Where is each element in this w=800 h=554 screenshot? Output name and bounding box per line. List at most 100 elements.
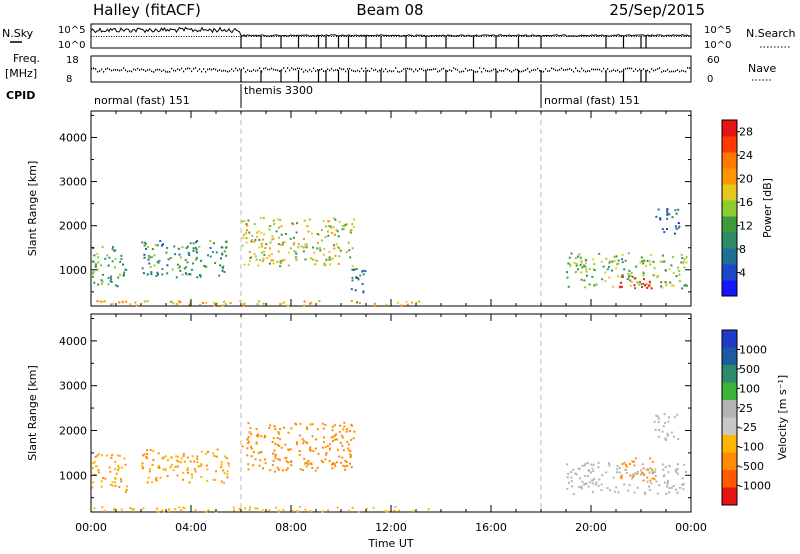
power-pixel (664, 281, 667, 283)
velocity-pixel (103, 509, 106, 512)
velocity-pixel (141, 462, 144, 465)
velocity-pixel (109, 470, 112, 473)
power-pixel (176, 302, 179, 305)
velocity-pixel (164, 455, 167, 458)
title-beam: Beam 08 (356, 1, 423, 19)
velocity-pixel (275, 506, 278, 509)
velocity-pixel (328, 447, 331, 450)
velocity-pixel (601, 474, 604, 477)
velocity-pixel (279, 428, 282, 431)
power-pixel (279, 219, 282, 222)
velocity-pixel (590, 463, 593, 466)
power-pixel (335, 243, 338, 245)
power-pixel (181, 273, 184, 276)
power-pixel (218, 274, 221, 277)
velocity-pixel (349, 456, 352, 458)
power-pixel (199, 303, 202, 306)
velocity-pixel (279, 438, 282, 441)
velocity-pixel (342, 449, 345, 452)
velocity-pixel (164, 469, 167, 472)
power-pixel (316, 242, 319, 244)
power-pixel (659, 218, 662, 221)
power-pixel (312, 246, 314, 249)
power-pixel (186, 245, 189, 248)
power-pixel (567, 285, 570, 288)
power-pixel (361, 283, 364, 285)
velocity-pixel (282, 508, 285, 511)
velocity-pixel (152, 450, 155, 453)
velocity-pixel (298, 450, 301, 452)
power-pixel (262, 238, 265, 241)
power-pixel (659, 217, 661, 220)
velocity-pixel (305, 441, 308, 444)
velocity-pixel (126, 485, 128, 488)
power-pixel (243, 302, 246, 305)
power-pixel (617, 275, 619, 278)
power-pixel (161, 268, 164, 271)
velocity-colorbar-cell (722, 435, 737, 453)
velocity-pixel (634, 472, 637, 475)
velocity-pixel (272, 437, 275, 440)
velocity-pixel (326, 444, 329, 447)
velocity-pixel (587, 485, 590, 488)
power-pixel (609, 259, 612, 262)
power-pixel (633, 284, 636, 287)
velocity-pixel (247, 442, 249, 444)
power-pixel (677, 208, 680, 211)
velocity-pixel (653, 478, 656, 481)
velocity-pixel (124, 463, 127, 466)
velocity-pixel (276, 466, 279, 469)
power-pixel (280, 243, 283, 246)
velocity-pixel (115, 472, 118, 475)
power-colorbar-cell (722, 248, 737, 265)
velocity-pixel (618, 471, 621, 474)
velocity-pixel (175, 459, 178, 462)
velocity-pixel (273, 425, 276, 428)
velocity-pixel (170, 463, 173, 466)
power-pixel (355, 276, 358, 279)
power-pixel (666, 213, 669, 216)
power-pixel (242, 304, 245, 307)
velocity-pixel (653, 420, 656, 423)
power-pixel (314, 263, 317, 266)
velocity-pixel (94, 455, 97, 458)
velocity-pixel (271, 464, 274, 467)
velocity-pixel (146, 449, 149, 452)
velocity-pixel (663, 413, 666, 416)
power-pixel (272, 259, 275, 262)
power-pixel (117, 276, 120, 279)
power-pixel (205, 301, 208, 304)
power-colorbar-cell (722, 200, 737, 217)
power-pixel (293, 242, 296, 245)
velocity-pixel (588, 481, 591, 484)
velocity-pixel (309, 423, 312, 426)
power-pixel (258, 238, 261, 241)
velocity-pixel (633, 491, 636, 494)
velocity-pixel (114, 460, 117, 463)
velocity-pixel (624, 463, 627, 466)
velocity-pixel (158, 464, 161, 467)
power-pixel (195, 248, 198, 251)
power-pixel (335, 229, 338, 231)
power-pixel (666, 217, 669, 220)
power-pixel (199, 274, 202, 277)
power-pixel (150, 271, 153, 274)
power-pixel (358, 302, 361, 304)
velocity-pixel (262, 467, 264, 470)
power-pixel (103, 300, 106, 303)
power-pixel (615, 267, 618, 270)
velocity-pixel (651, 477, 654, 480)
velocity-pixel (666, 479, 669, 482)
power-pixel (270, 238, 273, 241)
power-pixel (634, 287, 637, 290)
power-pixel (269, 262, 271, 265)
power-pixel (257, 264, 260, 267)
power-pixel (213, 242, 215, 245)
power-pixel (341, 224, 344, 227)
power-pixel (616, 263, 618, 266)
power-pixel (156, 260, 159, 263)
velocity-pixel (643, 491, 646, 494)
velocity-pixel (120, 478, 122, 481)
velocity-pixel (628, 484, 631, 486)
power-pixel (341, 228, 344, 231)
